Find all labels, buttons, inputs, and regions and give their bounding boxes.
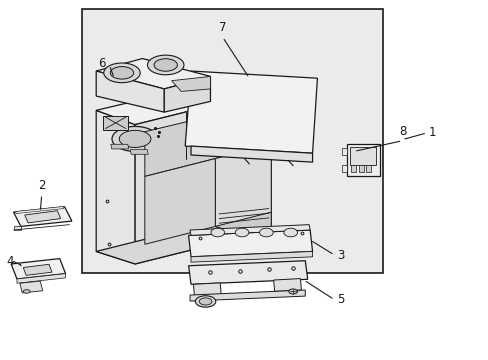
Polygon shape (135, 91, 271, 264)
Bar (81, 9, 382, 273)
Polygon shape (17, 274, 65, 283)
Polygon shape (144, 158, 215, 244)
Text: 7: 7 (219, 21, 226, 33)
Polygon shape (96, 217, 271, 264)
Polygon shape (103, 116, 128, 130)
Polygon shape (164, 76, 210, 112)
Polygon shape (215, 144, 271, 237)
Polygon shape (111, 144, 128, 149)
Polygon shape (14, 226, 21, 230)
Polygon shape (96, 71, 164, 112)
Polygon shape (16, 206, 63, 213)
Polygon shape (215, 212, 271, 237)
Polygon shape (130, 150, 148, 154)
Bar (366, 165, 370, 172)
Polygon shape (14, 207, 72, 226)
Ellipse shape (259, 228, 273, 237)
Polygon shape (193, 283, 221, 296)
Ellipse shape (154, 59, 177, 71)
Ellipse shape (195, 296, 215, 307)
Text: 2: 2 (38, 179, 45, 192)
Polygon shape (191, 146, 312, 162)
Text: 1: 1 (427, 126, 435, 139)
Polygon shape (144, 102, 271, 176)
Bar (351, 165, 356, 172)
Polygon shape (273, 279, 301, 292)
Bar (358, 165, 363, 172)
Polygon shape (96, 78, 271, 125)
Polygon shape (171, 76, 210, 91)
Bar (341, 165, 346, 172)
Ellipse shape (23, 290, 30, 293)
Text: 6: 6 (98, 57, 106, 71)
Ellipse shape (288, 289, 297, 294)
Bar (341, 148, 346, 155)
Bar (346, 144, 379, 176)
Ellipse shape (147, 55, 183, 75)
Text: 5: 5 (336, 293, 344, 306)
Polygon shape (190, 290, 305, 301)
Polygon shape (11, 258, 65, 279)
Polygon shape (25, 211, 61, 223)
Ellipse shape (103, 63, 140, 83)
Ellipse shape (110, 67, 133, 79)
Ellipse shape (235, 228, 248, 237)
Text: 4: 4 (6, 255, 14, 268)
Polygon shape (188, 261, 307, 284)
Polygon shape (23, 264, 52, 275)
Polygon shape (96, 59, 210, 89)
Polygon shape (190, 225, 309, 235)
Ellipse shape (284, 228, 297, 237)
Text: 8: 8 (398, 125, 406, 138)
Polygon shape (96, 111, 135, 264)
Polygon shape (188, 230, 312, 257)
Ellipse shape (210, 228, 224, 237)
Polygon shape (185, 71, 317, 153)
Ellipse shape (119, 130, 151, 148)
Polygon shape (20, 281, 42, 293)
Bar (349, 147, 375, 165)
Text: 3: 3 (336, 248, 344, 261)
Ellipse shape (199, 298, 211, 305)
Ellipse shape (112, 126, 158, 152)
Polygon shape (191, 251, 312, 262)
